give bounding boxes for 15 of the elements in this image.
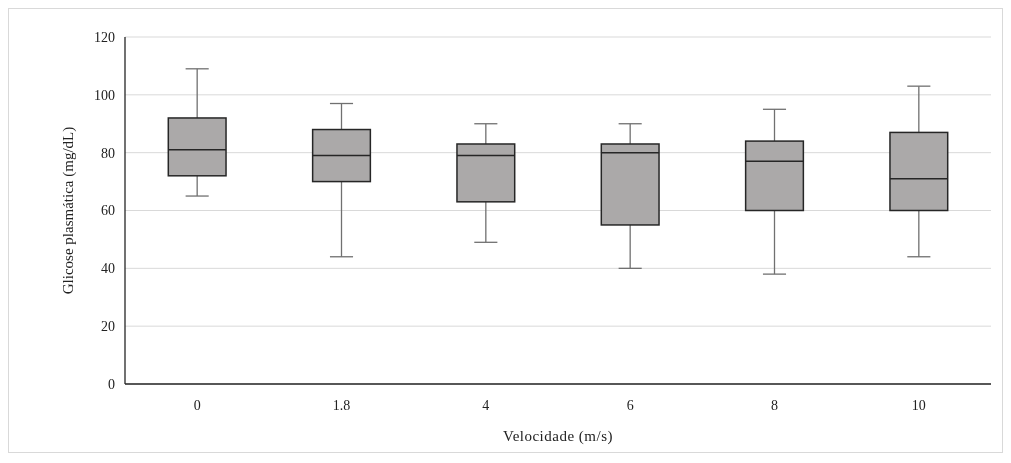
y-tick-label: 100	[94, 87, 115, 103]
y-axis-title: Glicose plasmática (mg/dL)	[60, 126, 77, 295]
y-tick-label: 0	[108, 376, 115, 392]
y-tick-label: 120	[94, 29, 115, 45]
x-tick-label: 0	[193, 398, 201, 413]
x-tick-label: 6	[626, 398, 634, 413]
x-tick-label: 8	[771, 398, 778, 413]
x-tick-label: 4	[482, 398, 490, 413]
x-tick-label: 1.8	[332, 398, 351, 413]
y-tick-label: 60	[101, 203, 115, 219]
x-tick-label: 10	[911, 398, 926, 413]
x-axis-title: Velocidade (m/s)	[502, 428, 614, 445]
y-tick-label: 80	[101, 145, 115, 161]
y-tick-label: 40	[101, 261, 115, 277]
y-tick-label: 20	[101, 319, 115, 335]
